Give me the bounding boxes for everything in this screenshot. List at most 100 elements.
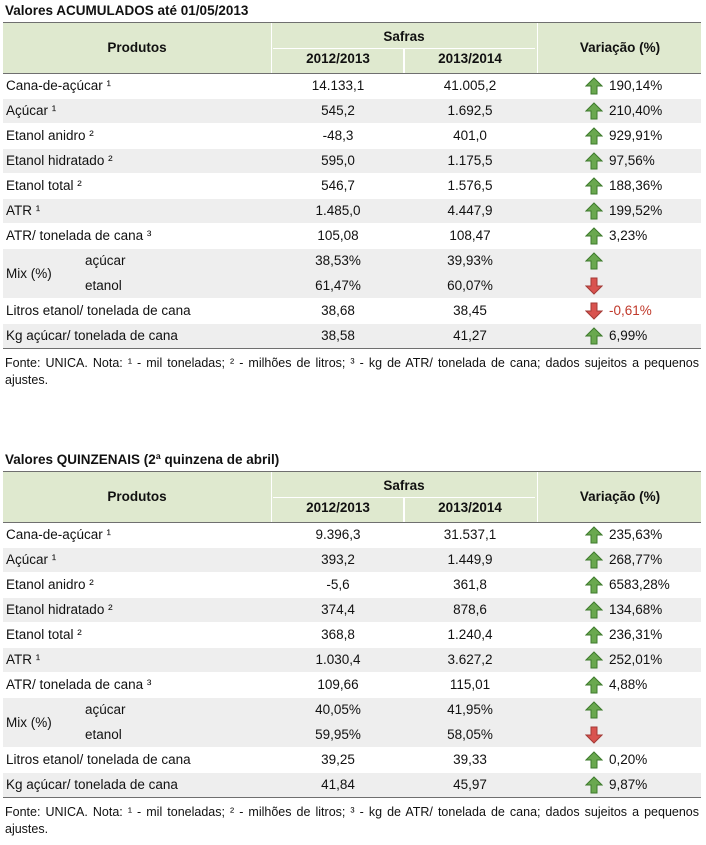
arrow-down-icon [585,277,603,295]
mix-sub-label: açúcar [85,253,126,268]
value-2013-2014: 3.627,2 [447,652,493,667]
variation-value: 3,23% [609,228,648,243]
mix-row: Mix (%) açúcar etanol 40,05% 41,95% 59,95% 58,… [3,698,701,748]
variation-value: 0,20% [609,752,648,767]
product-name: ATR ¹ [6,203,41,218]
arrow-up-icon [585,701,603,719]
header-divider [273,497,535,498]
value-2012-2013: 374,4 [321,602,355,617]
value-2013-2014: 31.537,1 [443,527,497,542]
value-2013-2014: 4.447,9 [447,203,493,218]
value-2013-2014: 41.005,2 [443,78,497,93]
arrow-up-icon [585,551,603,569]
value-2013-2014: 45,97 [453,777,487,792]
mix-sub-label: etanol [85,278,122,293]
value-2012-2013: 40,05% [315,702,361,717]
value-2012-2013: 595,0 [321,153,355,168]
variation-value: 252,01% [609,652,663,667]
variation-value: 268,77% [609,552,663,567]
value-2012-2013: 545,2 [321,103,355,118]
variation-value: 134,68% [609,602,663,617]
table-row: Kg açúcar/ tonelada de cana 38,58 41,27 6,9… [3,324,701,349]
variation-value: 199,52% [609,203,663,218]
value-2013-2014: 39,33 [453,752,487,767]
variation-value: 235,63% [609,527,663,542]
table-row: ATR/ tonelada de cana ³ 105,08 108,47 3,23% [3,224,701,249]
table-header: Produtos Safras 2012/2013 2013/2014 Variação… [3,22,701,74]
value-2012-2013: 546,7 [321,178,355,193]
product-name: Etanol hidratado ² [6,602,113,617]
value-2012-2013: 61,47% [315,278,361,293]
header-divider [403,49,405,73]
variation-value: 929,91% [609,128,663,143]
value-2013-2014: 1.175,5 [447,153,493,168]
arrow-down-icon [585,302,603,320]
variation-value: 9,87% [609,777,648,792]
value-2013-2014: 878,6 [453,602,487,617]
value-2012-2013: 9.396,3 [315,527,361,542]
product-name: Cana-de-açúcar ¹ [6,527,112,542]
arrow-up-icon [585,576,603,594]
table-row: Etanol total ² 546,7 1.576,5 188,36% [3,174,701,199]
product-name: Açúcar ¹ [6,552,57,567]
table-row: Cana-de-açúcar ¹ 9.396,3 31.537,1 235,63% [3,523,701,548]
value-2013-2014: 1.576,5 [447,178,493,193]
arrow-up-icon [585,152,603,170]
value-2013-2014: 41,95% [447,702,493,717]
value-2013-2014: 39,93% [447,253,493,268]
arrow-up-icon [585,252,603,270]
product-name: Etanol hidratado ² [6,153,113,168]
variation-value: 188,36% [609,178,663,193]
value-2012-2013: 14.133,1 [311,78,365,93]
header-safras: Safras [383,478,425,493]
product-name: Etanol anidro ² [6,128,94,143]
header-variacao: Variação (%) [537,472,702,522]
table-row: Etanol anidro ² -5,6 361,8 6583,28% [3,573,701,598]
table-row: Litros etanol/ tonelada de cana 38,68 38,4… [3,299,701,324]
arrow-up-icon [585,676,603,694]
product-name: Etanol anidro ² [6,577,94,592]
value-2012-2013: 38,58 [321,328,355,343]
value-2013-2014: 1.240,4 [447,627,493,642]
arrow-up-icon [585,626,603,644]
value-2012-2013: 1.030,4 [315,652,361,667]
header-divider [273,48,535,49]
arrow-up-icon [585,751,603,769]
product-name: Cana-de-açúcar ¹ [6,78,112,93]
product-name: Açúcar ¹ [6,103,57,118]
variation-value: 6583,28% [609,577,670,592]
variation-value: 6,99% [609,328,648,343]
product-name: Kg açúcar/ tonelada de cana [6,777,178,792]
mix-label: Mix (%) [6,715,52,730]
value-2012-2013: 109,66 [317,677,359,692]
variation-value: 190,14% [609,78,663,93]
product-name: Litros etanol/ tonelada de cana [6,303,191,318]
table-row: Etanol hidratado ² 595,0 1.175,5 97,56% [3,149,701,174]
table-title: Valores QUINZENAIS (2ª quinzena de abril… [5,452,280,467]
variation-value: -0,61% [609,303,652,318]
arrow-up-icon [585,127,603,145]
value-2013-2014: 115,01 [449,677,491,692]
product-name: ATR/ tonelada de cana ³ [6,677,152,692]
value-2012-2013: 38,68 [321,303,355,318]
header-year-2013-2014: 2013/2014 [438,500,502,515]
value-2012-2013: 105,08 [317,228,359,243]
arrow-up-icon [585,327,603,345]
table-row: ATR ¹ 1.485,0 4.447,9 199,52% [3,199,701,224]
table-row: Etanol hidratado ² 374,4 878,6 134,68% [3,598,701,623]
header-variacao: Variação (%) [537,23,702,73]
value-2012-2013: -5,6 [326,577,350,592]
table-row: Etanol anidro ² -48,3 401,0 929,91% [3,124,701,149]
header-year-2012-2013: 2012/2013 [306,500,370,515]
mix-sub-label: açúcar [85,702,126,717]
arrow-up-icon [585,77,603,95]
value-2012-2013: 1.485,0 [315,203,361,218]
value-2013-2014: 38,45 [453,303,487,318]
table-section: Valores QUINZENAIS (2ª quinzena de abril… [3,449,701,838]
mix-sub-label: etanol [85,727,122,742]
value-2013-2014: 1.692,5 [447,103,493,118]
arrow-up-icon [585,601,603,619]
value-2012-2013: 393,2 [321,552,355,567]
value-2012-2013: 38,53% [315,253,361,268]
value-2013-2014: 60,07% [447,278,493,293]
